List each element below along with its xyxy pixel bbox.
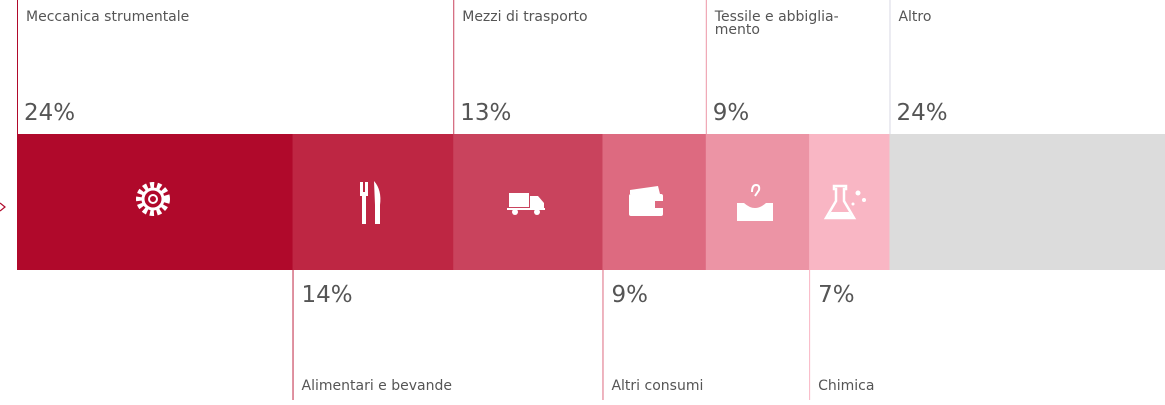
icons [136, 181, 866, 224]
bar-segment [889, 134, 1165, 270]
flask-icon [823, 184, 866, 220]
fork-knife-icon [360, 181, 381, 224]
gear-icon [136, 182, 170, 216]
value-label: 14% [301, 282, 353, 308]
category-label: Mezzi di trasporto [462, 9, 588, 25]
bar-segment [292, 134, 454, 270]
bar-segment [705, 134, 810, 270]
value-label: 7% [818, 282, 855, 308]
category-label: Alimentari e bevande [301, 378, 452, 394]
hanger-icon [737, 183, 773, 221]
category-label: Meccanica strumentale [26, 9, 190, 25]
value-label: 24% [24, 100, 76, 126]
value-label: 9% [712, 100, 750, 126]
category-label: Tessile e abbiglia- mento [714, 9, 839, 38]
category-label: Altri consumi [611, 378, 704, 394]
category-label: Altro [898, 9, 932, 25]
bar-segment [809, 134, 890, 270]
truck-icon [507, 193, 545, 215]
wallet-icon [629, 186, 665, 216]
value-label: 9% [611, 282, 648, 308]
category-label: Chimica [818, 378, 875, 394]
value-label: 13% [460, 100, 512, 126]
value-label: 24% [896, 100, 948, 126]
arrow [0, 202, 6, 212]
